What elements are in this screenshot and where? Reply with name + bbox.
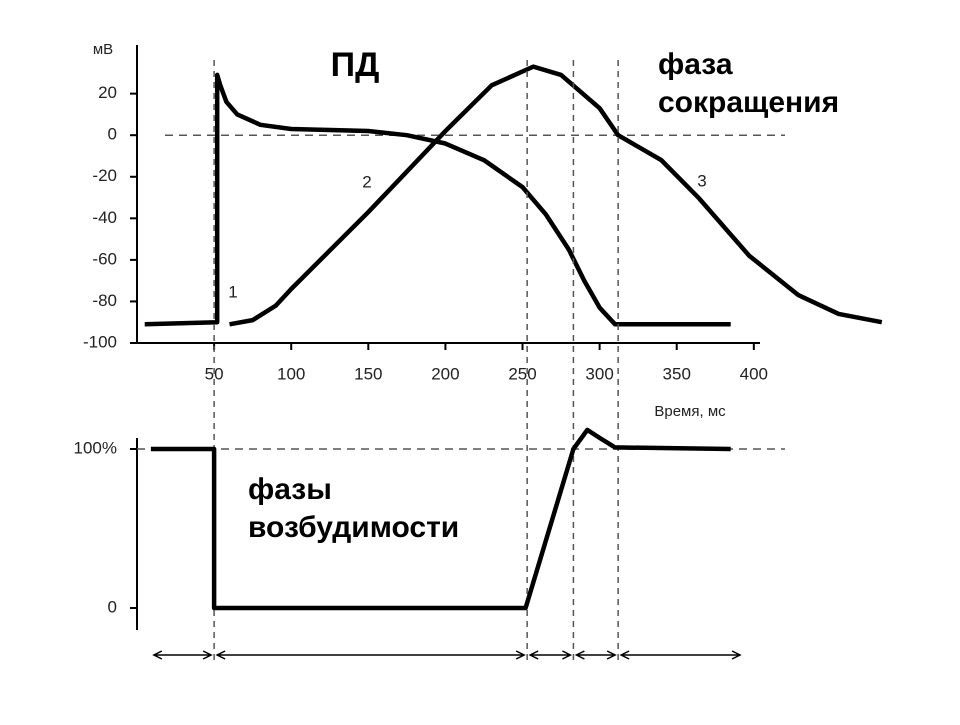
series-line bbox=[229, 64, 883, 327]
series-label: 3 bbox=[697, 171, 706, 190]
phase-arrow bbox=[619, 650, 742, 660]
y-tick-label: 20 bbox=[98, 83, 117, 102]
y-tick-label: 0 bbox=[108, 597, 117, 616]
series-line bbox=[150, 427, 731, 611]
phase-arrow bbox=[528, 650, 573, 660]
phase-arrow bbox=[574, 650, 617, 660]
annotation: фаза bbox=[658, 48, 733, 81]
annotation: возбудимости bbox=[248, 511, 459, 544]
y-tick-label: -80 bbox=[92, 291, 117, 310]
y-axis-label: мВ bbox=[93, 41, 113, 58]
series-label: 1 bbox=[228, 282, 237, 301]
phase-arrow bbox=[152, 650, 213, 660]
y-tick-label: -40 bbox=[92, 208, 117, 227]
y-tick-label: 100% bbox=[74, 438, 117, 457]
x-tick-label: 200 bbox=[431, 364, 459, 383]
x-axis-label: Время, мс bbox=[654, 403, 726, 420]
phase-arrow bbox=[215, 650, 526, 660]
y-tick-label: -60 bbox=[92, 249, 117, 268]
x-tick-label: 100 bbox=[277, 364, 305, 383]
y-tick-label: 0 bbox=[108, 125, 117, 144]
x-tick-label: 150 bbox=[354, 364, 382, 383]
x-tick-label: 250 bbox=[508, 364, 536, 383]
annotation: фазы bbox=[248, 473, 332, 506]
series-line bbox=[144, 72, 731, 327]
x-tick-label: 300 bbox=[585, 364, 613, 383]
chart-title: ПД bbox=[331, 46, 380, 84]
y-tick-label: -20 bbox=[92, 166, 117, 185]
annotation: сокращения bbox=[658, 86, 839, 119]
series-label: 2 bbox=[362, 172, 371, 191]
y-tick-label: -100 bbox=[83, 332, 117, 351]
x-tick-label: 400 bbox=[740, 364, 768, 383]
x-tick-label: 350 bbox=[663, 364, 691, 383]
